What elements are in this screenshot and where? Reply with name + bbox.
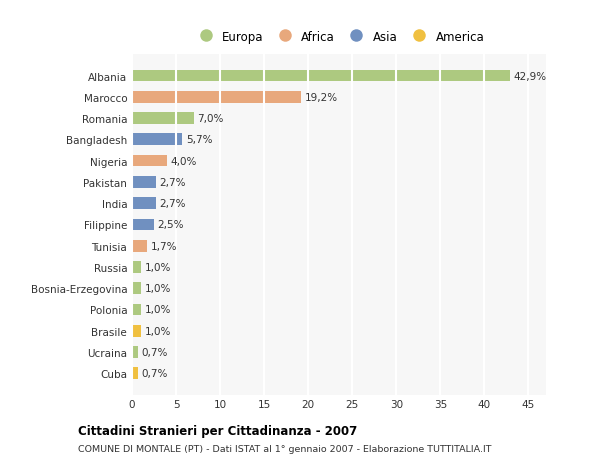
Bar [132, 198, 156, 209]
Text: Cittadini Stranieri per Cittadinanza - 2007: Cittadini Stranieri per Cittadinanza - 2… [78, 424, 357, 437]
Legend: Europa, Africa, Asia, America: Europa, Africa, Asia, America [190, 27, 488, 47]
Text: 4,0%: 4,0% [171, 156, 197, 166]
Bar [132, 177, 156, 188]
Text: 1,7%: 1,7% [151, 241, 177, 251]
Text: 1,0%: 1,0% [145, 263, 171, 272]
Bar [132, 304, 141, 316]
Text: 0,7%: 0,7% [142, 347, 168, 357]
Bar [132, 113, 194, 125]
Bar [132, 283, 141, 294]
Bar [132, 241, 147, 252]
Bar [132, 325, 141, 337]
Bar [132, 156, 167, 167]
Bar [132, 134, 182, 146]
Text: 2,7%: 2,7% [160, 178, 186, 187]
Text: COMUNE DI MONTALE (PT) - Dati ISTAT al 1° gennaio 2007 - Elaborazione TUTTITALIA: COMUNE DI MONTALE (PT) - Dati ISTAT al 1… [78, 444, 491, 453]
Text: 5,7%: 5,7% [186, 135, 212, 145]
Bar [132, 71, 510, 82]
Text: 7,0%: 7,0% [197, 114, 224, 124]
Text: 1,0%: 1,0% [145, 326, 171, 336]
Text: 1,0%: 1,0% [145, 305, 171, 315]
Bar [132, 368, 138, 379]
Bar [132, 262, 141, 273]
Text: 19,2%: 19,2% [305, 93, 338, 102]
Bar [132, 219, 154, 231]
Bar [132, 347, 138, 358]
Text: 2,7%: 2,7% [160, 199, 186, 209]
Text: 2,5%: 2,5% [158, 220, 184, 230]
Bar [132, 92, 301, 103]
Text: 42,9%: 42,9% [514, 71, 547, 81]
Text: 0,7%: 0,7% [142, 369, 168, 379]
Text: 1,0%: 1,0% [145, 284, 171, 294]
